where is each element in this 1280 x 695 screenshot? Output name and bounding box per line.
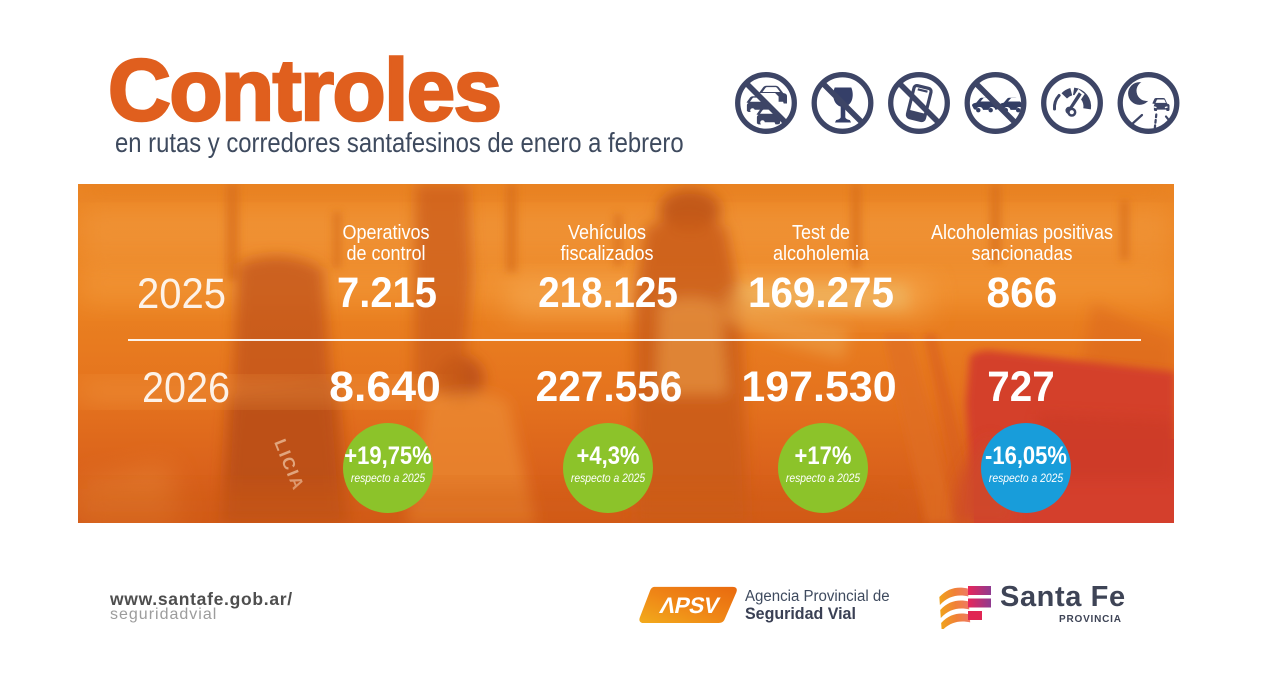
svg-text:ΛPSV: ΛPSV <box>658 592 723 618</box>
